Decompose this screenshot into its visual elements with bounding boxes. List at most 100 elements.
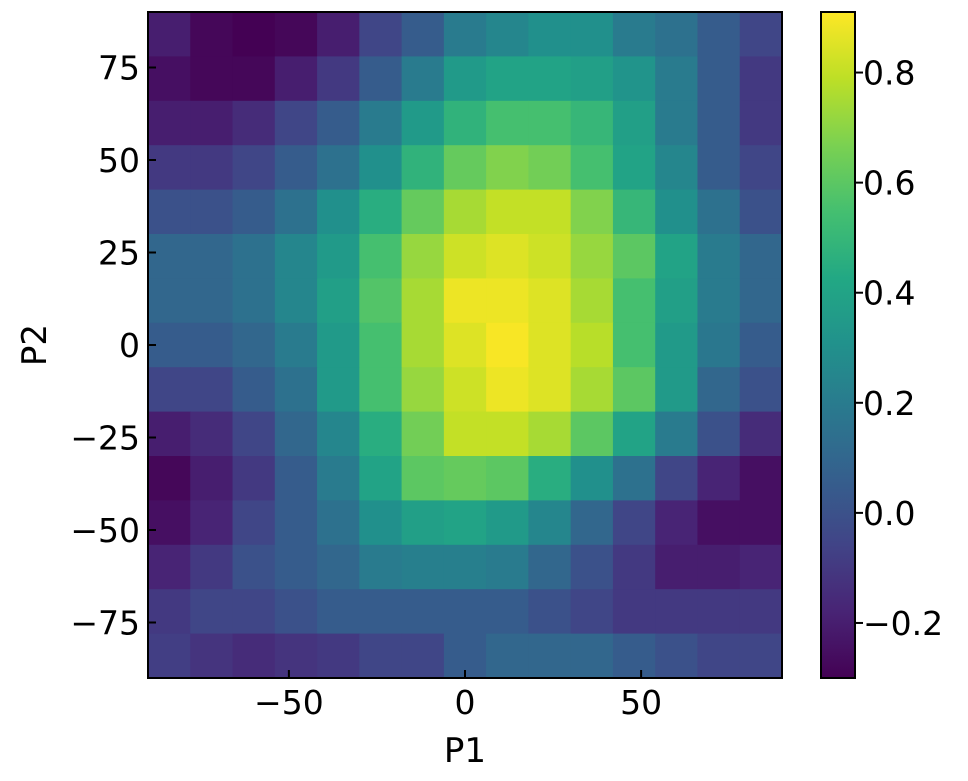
heatmap-cell [697, 589, 741, 635]
heatmap-cell [359, 411, 403, 457]
y-tick-label: −75 [70, 604, 140, 643]
heatmap-cell [655, 633, 699, 679]
heatmap-cell [528, 234, 572, 279]
colorbar-tick-label: −0.2 [863, 604, 943, 643]
heatmap-cell [190, 56, 234, 102]
heatmap-cell [317, 322, 360, 368]
heatmap-cell [190, 145, 234, 191]
heatmap-cell [443, 189, 487, 235]
heatmap-cell [443, 456, 487, 501]
heatmap-cell [486, 500, 529, 546]
heatmap-cell [655, 100, 699, 146]
heatmap-cell [274, 589, 318, 635]
y-tick-label: 75 [98, 49, 140, 88]
heatmap-cell [401, 100, 445, 146]
colorbar-tick-label: 0.8 [863, 54, 915, 93]
heatmap-cell [697, 500, 741, 546]
heatmap-cell [274, 456, 318, 501]
heatmap-cell [148, 367, 191, 413]
heatmap-cells [148, 12, 783, 679]
heatmap-cell [359, 145, 403, 191]
heatmap-cell [570, 544, 614, 590]
heatmap-cell [274, 411, 318, 457]
heatmap-cell [655, 145, 699, 191]
heatmap-cell [190, 100, 234, 146]
heatmap-cell [190, 633, 234, 679]
heatmap-cell [486, 12, 529, 57]
heatmap-cell [443, 234, 487, 279]
heatmap-cell [528, 322, 572, 368]
heatmap-cell [486, 367, 529, 413]
heatmap-cell [359, 234, 403, 279]
heatmap-cell [612, 278, 656, 324]
x-tick-label: 50 [620, 683, 662, 722]
heatmap-cell [486, 189, 529, 235]
heatmap-cell [528, 278, 572, 324]
heatmap-cell [486, 100, 529, 146]
heatmap-cell [274, 278, 318, 324]
heatmap-cell [697, 411, 741, 457]
heatmap-cell [739, 589, 783, 635]
heatmap-cell [612, 500, 656, 546]
heatmap-cell [570, 589, 614, 635]
heatmap-cell [697, 56, 741, 102]
heatmap-cell [317, 100, 360, 146]
heatmap-cell [528, 500, 572, 546]
heatmap-cell [232, 12, 276, 57]
heatmap-cell [274, 189, 318, 235]
heatmap-cell [612, 367, 656, 413]
heatmap-cell [401, 411, 445, 457]
heatmap-cell [359, 633, 403, 679]
heatmap-cell [401, 145, 445, 191]
y-tick-label: 50 [98, 141, 140, 180]
heatmap-cell [612, 56, 656, 102]
heatmap-cell [401, 234, 445, 279]
heatmap-cell [655, 456, 699, 501]
heatmap-cell [739, 633, 783, 679]
heatmap-cell [570, 456, 614, 501]
heatmap-cell [274, 145, 318, 191]
heatmap-cell [190, 189, 234, 235]
heatmap-cell [655, 367, 699, 413]
heatmap-cell [612, 633, 656, 679]
heatmap-cell [401, 56, 445, 102]
heatmap-cell [232, 500, 276, 546]
heatmap-cell [443, 500, 487, 546]
heatmap-cell [528, 189, 572, 235]
heatmap-cell [232, 145, 276, 191]
heatmap-cell [232, 411, 276, 457]
heatmap-cell [528, 12, 572, 57]
heatmap-cell [486, 544, 529, 590]
heatmap-cell [401, 589, 445, 635]
heatmap-cell [486, 56, 529, 102]
heatmap-cell [570, 100, 614, 146]
heatmap-cell [359, 56, 403, 102]
heatmap-cell [148, 544, 191, 590]
heatmap-cell [739, 12, 783, 57]
heatmap-cell [739, 367, 783, 413]
heatmap-cell [443, 322, 487, 368]
y-tick-label: 0 [119, 326, 140, 365]
heatmap-cell [570, 189, 614, 235]
heatmap-cell [612, 145, 656, 191]
heatmap-cell [232, 633, 276, 679]
heatmap-cell [443, 589, 487, 635]
heatmap-cell [655, 189, 699, 235]
heatmap-cell [655, 411, 699, 457]
heatmap-cell [274, 100, 318, 146]
heatmap-cell [148, 411, 191, 457]
heatmap-cell [317, 456, 360, 501]
heatmap-cell [739, 145, 783, 191]
heatmap-cell [612, 100, 656, 146]
heatmap-cell [274, 367, 318, 413]
heatmap-cell [359, 100, 403, 146]
heatmap-cell [570, 234, 614, 279]
heatmap-cell [401, 456, 445, 501]
heatmap-cell [739, 500, 783, 546]
heatmap-cell [612, 189, 656, 235]
heatmap-cell [359, 322, 403, 368]
heatmap-cell [317, 56, 360, 102]
heatmap-cell [570, 322, 614, 368]
heatmap-cell [443, 544, 487, 590]
heatmap-cell [486, 589, 529, 635]
